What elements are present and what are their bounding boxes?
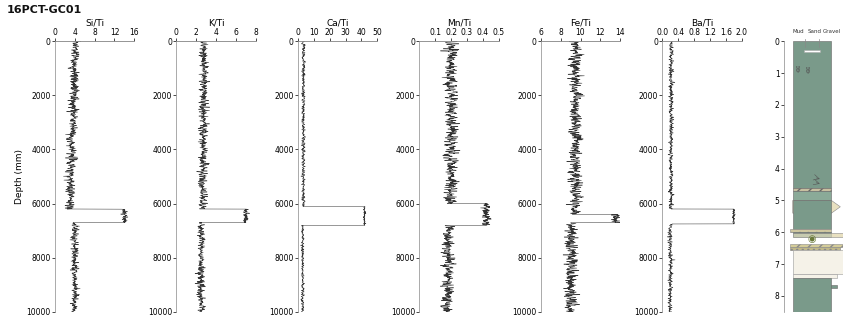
- Text: 16PCT-GC01: 16PCT-GC01: [7, 5, 82, 15]
- Bar: [792, 274, 836, 279]
- Text: ψ: ψ: [795, 68, 799, 73]
- Y-axis label: Depth (mm): Depth (mm): [14, 149, 24, 204]
- Text: Mud: Mud: [791, 29, 803, 34]
- Bar: [792, 232, 830, 233]
- Bar: [792, 233, 842, 237]
- Text: Gravel: Gravel: [822, 29, 840, 34]
- Bar: [789, 244, 842, 247]
- Bar: [792, 188, 830, 191]
- Bar: [803, 50, 819, 52]
- Text: Sand: Sand: [807, 29, 820, 34]
- X-axis label: Si/Ti: Si/Ti: [85, 18, 104, 27]
- Bar: [792, 279, 830, 312]
- Text: ψ: ψ: [805, 66, 809, 71]
- X-axis label: Fe/Ti: Fe/Ti: [570, 18, 590, 27]
- Bar: [792, 41, 830, 188]
- Bar: [830, 285, 836, 288]
- Text: ψ: ψ: [795, 65, 799, 70]
- Text: ψ: ψ: [805, 69, 809, 74]
- X-axis label: Ca/Ti: Ca/Ti: [326, 18, 349, 27]
- Text: ◉: ◉: [807, 234, 815, 244]
- X-axis label: K/Ti: K/Ti: [208, 18, 225, 27]
- Polygon shape: [792, 200, 839, 213]
- Bar: [789, 229, 830, 232]
- Bar: [792, 233, 830, 237]
- X-axis label: Mn/Ti: Mn/Ti: [446, 18, 471, 27]
- Bar: [792, 200, 830, 229]
- Bar: [792, 250, 843, 274]
- Bar: [792, 191, 830, 200]
- X-axis label: Ba/Ti: Ba/Ti: [690, 18, 712, 27]
- Bar: [789, 247, 839, 250]
